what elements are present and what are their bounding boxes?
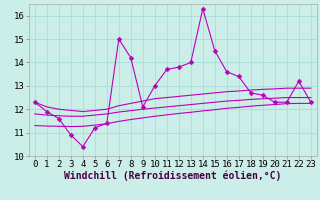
X-axis label: Windchill (Refroidissement éolien,°C): Windchill (Refroidissement éolien,°C) [64, 171, 282, 181]
